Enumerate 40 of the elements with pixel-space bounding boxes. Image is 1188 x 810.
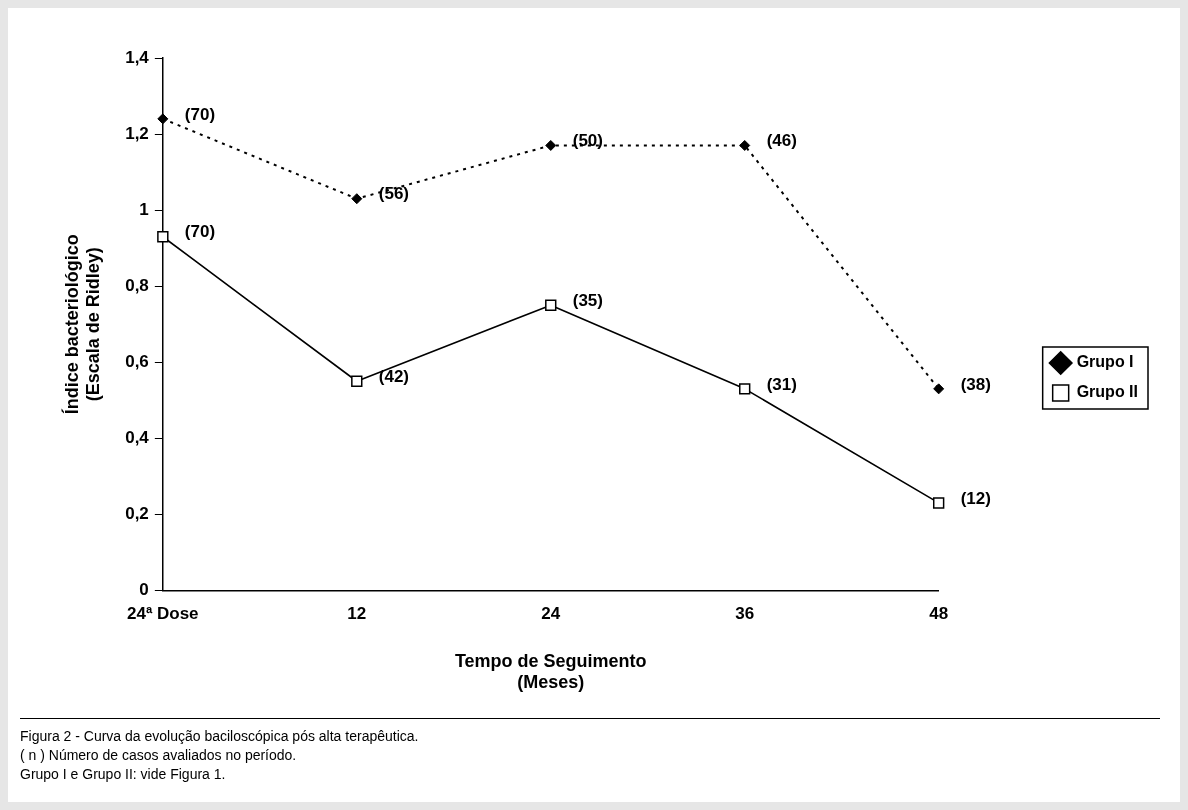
y-tick-label: 0 <box>139 580 149 600</box>
y-axis-title: Índice bacteriológico (Escala de Ridley) <box>60 234 104 415</box>
point <box>545 299 557 311</box>
annotation: (35) <box>572 290 603 310</box>
y-tick-label: 1 <box>139 199 149 219</box>
legend-label: Grupo I <box>1076 353 1134 371</box>
annotation: (50) <box>572 131 603 151</box>
x-axis-title: Tempo de Seguimento (Meses) <box>454 650 647 693</box>
point <box>739 383 751 395</box>
legend-label: Grupo II <box>1076 383 1138 401</box>
annotation: (12) <box>960 488 991 508</box>
point <box>351 375 363 387</box>
annotation: (31) <box>766 374 797 394</box>
annotation: (42) <box>378 366 410 386</box>
x-tick-label: 36 <box>735 604 755 624</box>
y-tick-label: 1,4 <box>125 47 150 67</box>
x-tick-label: 48 <box>929 604 949 624</box>
point <box>351 193 363 205</box>
point <box>932 497 945 509</box>
y-tick-label: 0,2 <box>125 504 149 524</box>
y-tick-label: 0,4 <box>125 427 150 447</box>
point <box>545 139 557 151</box>
y-tick-label: 0,8 <box>125 275 149 295</box>
annotation: (38) <box>960 374 991 394</box>
text: ( n ) Número de casos avaliados no período. <box>20 746 298 765</box>
text: Grupo I e Grupo II: vide Figura 1. <box>20 765 227 784</box>
point <box>157 113 169 125</box>
annotation: (56) <box>378 184 410 204</box>
x-tick-label: 12 <box>347 604 367 624</box>
x-tick-label: 24ª Dose <box>127 604 199 624</box>
annotation: (70) <box>184 222 216 242</box>
y-tick-label: 0,6 <box>125 351 149 371</box>
text: Figura 2 - Curva da evolução baciloscópica pós alta terapêutica. <box>20 727 420 746</box>
x-tick-label: 24 <box>541 604 561 624</box>
annotation: (46) <box>766 131 797 151</box>
point <box>739 139 751 151</box>
point <box>157 231 169 243</box>
annotation: (70) <box>184 104 216 124</box>
point <box>933 383 945 395</box>
y-tick-label: 1,2 <box>125 123 149 143</box>
